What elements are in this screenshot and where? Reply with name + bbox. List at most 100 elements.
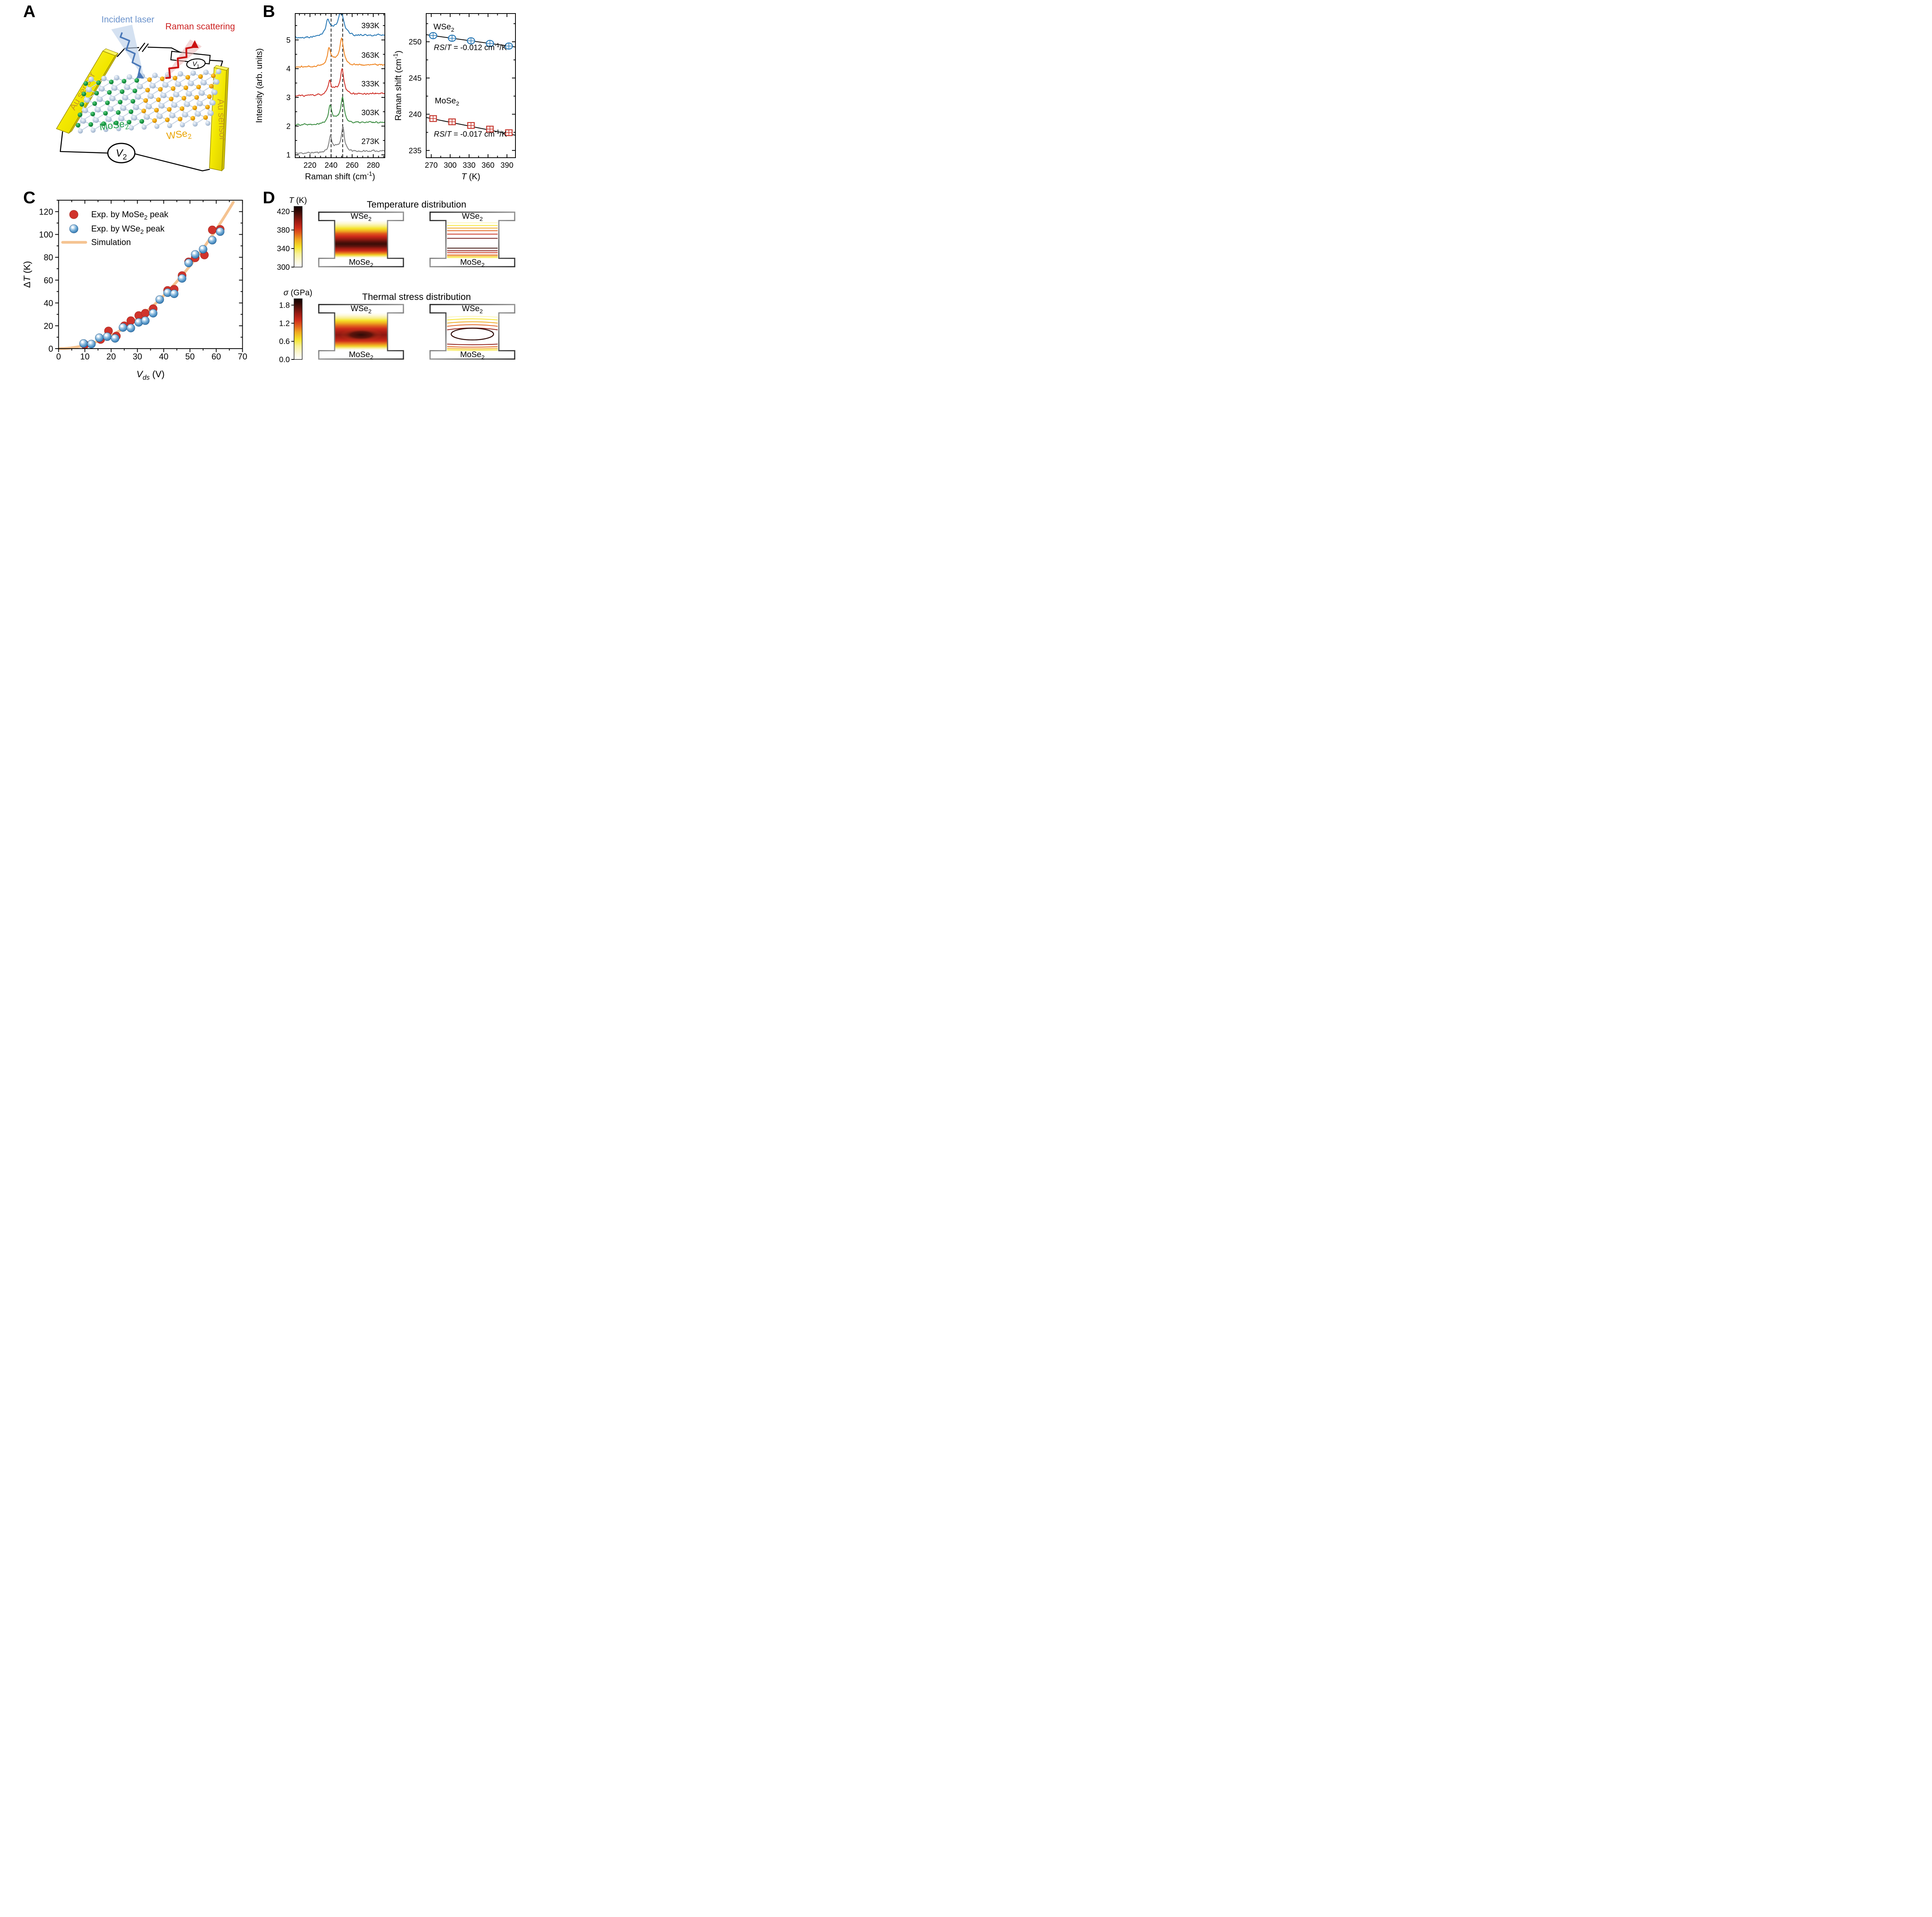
se-atom [201,80,207,85]
wse2-point [199,245,207,254]
block-1: Thermal stress distribution σ (GPa) 1.8 1.2… [279,288,515,364]
x-tick-label: 0 [56,352,61,361]
mo-atom [82,92,86,96]
raman-scattering-label: Raman scattering [165,21,235,31]
se-atom [161,93,167,98]
se-atom [174,92,179,97]
se-atom [132,115,137,121]
w-atom [141,109,146,113]
colorbar-bar [294,298,303,360]
se-atom [94,117,99,123]
device-bottom-label: MoSe2 [349,258,373,269]
wse2-point [184,259,193,267]
colorbar: σ (GPa) 1.8 1.2 0.6 0.0 [279,288,312,364]
mo-atom [107,90,112,95]
w-atom [173,76,177,80]
se-top-atoms [81,69,221,124]
colorbar-tick-label: 1.8 [279,301,290,310]
figure-page: A B C D Au sensor Au sensor V1 V2 Incident l… [0,0,543,383]
w-atom [182,96,186,100]
w-atom [165,117,170,122]
y-tick-label: 40 [44,298,53,308]
se-atom [110,96,116,101]
device-outline [429,211,515,267]
colorbar-bar [294,206,303,267]
w-atom [190,116,195,121]
legend-label-wse2: Exp. by WSe2 peak [91,224,165,235]
x-axis-title: Raman shift (cm-1) [305,171,375,181]
se-atom [83,108,88,113]
se-atom [189,81,194,86]
se-atom [178,71,183,77]
x-tick-label: 280 [367,161,379,170]
panel-label-d: D [263,188,275,207]
y-axis-title: Intensity (arb. units) [254,48,264,123]
wse2-point [178,274,187,283]
w-atom [184,85,188,90]
device-top-label: WSe2 [462,304,483,315]
heterostructure-lattice [76,69,221,134]
y-tick-label: 4 [286,65,291,73]
w-atom [209,84,214,89]
mo-atom [134,78,139,83]
legend-label-mose2: Exp. by MoSe2 peak [91,209,169,221]
device-bottom-label: MoSe2 [460,350,485,361]
w-atom [205,105,210,109]
se-atom [148,94,154,99]
series-label: WSe2 [434,22,454,33]
se-atom [101,76,107,81]
se-atom [172,102,177,108]
se-atom [134,105,139,110]
wse2-point [141,316,150,325]
y-axis-title: Raman shift (cm-1) [393,51,403,121]
axes-frame [295,13,385,158]
wse2-point [69,224,78,233]
x-axis-title: Vds (V) [136,369,165,381]
se-atom [199,90,205,96]
se-atom [95,107,101,112]
wse2-point [95,334,104,342]
se-atom [88,77,94,82]
colorbar-title: σ (GPa) [284,288,313,297]
series-WSe2: WSe2 RS/T = -0.012 cm-1/K [426,22,516,52]
se-atom [108,106,114,112]
device-bottom-label: MoSe2 [460,258,485,269]
mo-atom [103,111,108,116]
se-atom [106,117,112,122]
raman-spectra-plot: 273K 303K 333K 363K 393K 220 240 260 280 1 2 3 4 5 Ram… [254,13,385,181]
v1-meter [186,58,206,69]
w-atom [152,118,157,123]
x-tick-label: 60 [211,352,221,361]
se-atom [152,73,158,78]
w-atom [180,106,184,111]
device-heatmap: WSe2 MoSe2 [318,304,404,361]
spectrum-303K: 303K [295,96,385,126]
se-atom [146,104,152,109]
se-atom [99,86,105,92]
y-tick-label: 240 [409,111,422,119]
device-top-label: WSe2 [462,212,483,223]
w-atom [169,97,173,101]
x-tick-label: 240 [325,161,337,170]
mo-atom [109,80,114,84]
y-tick-label: 100 [39,230,53,240]
block-0: Temperature distribution T (K) 420 380 340 30… [277,196,515,272]
se-atom [150,83,156,89]
temperature-label: 273K [361,137,379,146]
wse2-point [191,250,200,259]
temperature-label: 363K [361,51,379,60]
stress-contour [447,348,498,349]
mo-atom [120,89,124,94]
wse2-point [216,227,224,236]
device-outline [429,304,515,360]
device-top-label: WSe2 [351,304,372,315]
w-atom [192,106,197,110]
se-atom [212,90,218,95]
stress-contour [447,324,498,327]
mo-atom [139,119,144,124]
panel-c-deltaT-plot: 0 10 20 30 40 50 60 70 0 20 40 60 80 100 120 Vds (V) ΔT … [22,200,247,381]
mose2-point [126,316,135,325]
x-tick-label: 260 [346,161,359,170]
se-atom [163,82,168,88]
spectrum-273K: 273K [295,126,385,155]
